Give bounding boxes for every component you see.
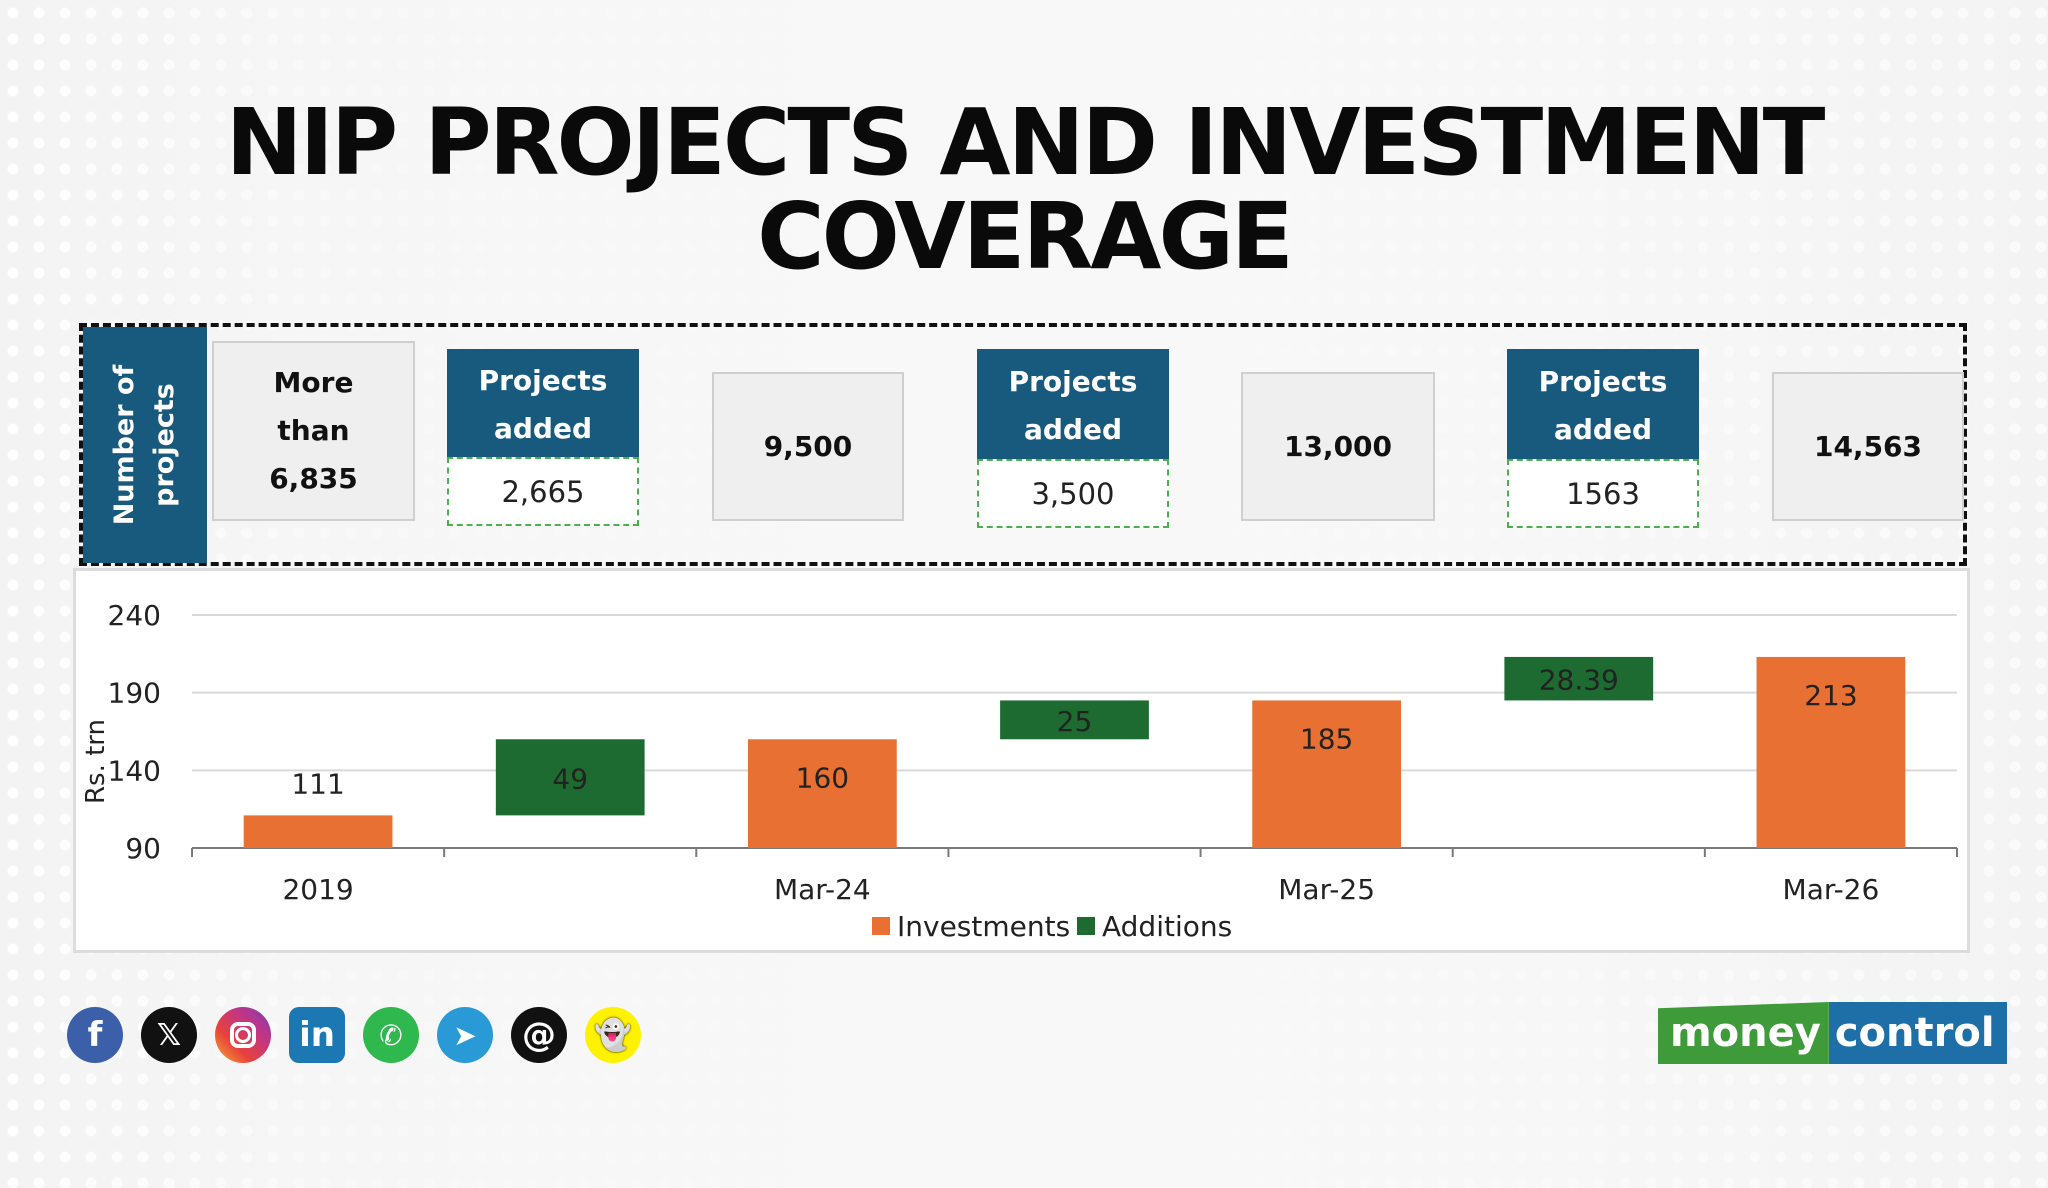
- page-title: NIP PROJECTS AND INVESTMENT COVERAGE: [0, 96, 2048, 284]
- snapchat-icon[interactable]: 👻: [585, 1007, 641, 1063]
- moneycontrol-logo: money control: [1658, 1002, 2007, 1064]
- y-tick-label: 240: [108, 599, 161, 632]
- logo-part-1: money: [1658, 1002, 1829, 1064]
- projects-row-label: Number of projects: [83, 327, 207, 563]
- projects-added-header-1: Projects added: [447, 349, 639, 457]
- projects-total-2019: More than 6,835: [212, 341, 415, 521]
- logo-part-2: control: [1828, 1002, 2007, 1064]
- total-line-3: 6,835: [269, 462, 358, 495]
- legend-label: Investments: [897, 910, 1070, 943]
- projects-added-header-2: Projects added: [977, 349, 1169, 459]
- projects-added-header-3: Projects added: [1507, 349, 1699, 459]
- linkedin-icon[interactable]: in: [289, 1007, 345, 1063]
- data-label: 185: [1300, 722, 1353, 755]
- addition-bar: [495, 739, 645, 816]
- chart-frame: [73, 568, 1970, 953]
- data-label: 28.39: [1539, 664, 1619, 697]
- projects-added-value-3: 1563: [1507, 459, 1699, 528]
- threads-icon[interactable]: @: [511, 1007, 567, 1063]
- instagram-icon[interactable]: [215, 1007, 271, 1063]
- addition-bar: [1000, 700, 1149, 740]
- x-tick-label: 2019: [282, 873, 353, 906]
- title-line-1: NIP PROJECTS AND INVESTMENT: [225, 89, 1826, 196]
- projects-total-mar25: 13,000: [1241, 372, 1435, 521]
- y-axis-label: Rs. trn: [81, 719, 111, 804]
- x-tick-label: Mar-24: [774, 873, 871, 906]
- y-tick-label: 90: [125, 832, 161, 865]
- data-label: 160: [796, 761, 849, 794]
- investment-bar: [1756, 656, 1906, 848]
- investment-bar: [747, 739, 897, 848]
- x-icon[interactable]: 𝕏: [141, 1007, 197, 1063]
- data-label: 25: [1057, 705, 1093, 738]
- whatsapp-icon[interactable]: ✆: [363, 1007, 419, 1063]
- added-header-line-2: added: [1553, 413, 1652, 446]
- legend-label: Additions: [1102, 910, 1232, 943]
- investment-bar: [243, 815, 393, 848]
- projects-panel: [79, 323, 1967, 566]
- added-header-line-2: added: [493, 412, 592, 445]
- total-line-1: More: [273, 366, 354, 399]
- added-header-line-1: Projects: [478, 364, 608, 397]
- y-tick-label: 140: [108, 754, 161, 787]
- telegram-icon[interactable]: ➤: [437, 1007, 493, 1063]
- added-header-line-1: Projects: [1538, 365, 1668, 398]
- projects-added-value-1: 2,665: [447, 457, 639, 526]
- legend-swatch: [872, 917, 890, 935]
- x-tick-label: Mar-25: [1278, 873, 1375, 906]
- projects-added-value-2: 3,500: [977, 459, 1169, 528]
- investment-bar: [1252, 700, 1402, 848]
- title-line-2: COVERAGE: [757, 183, 1294, 290]
- addition-bar: [1504, 656, 1654, 701]
- total-line-2: than: [277, 414, 350, 447]
- data-label: 49: [552, 762, 588, 795]
- legend-swatch: [1077, 917, 1095, 935]
- added-header-line-2: added: [1023, 413, 1122, 446]
- added-header-line-1: Projects: [1008, 365, 1138, 398]
- facebook-icon[interactable]: f: [67, 1007, 123, 1063]
- projects-total-mar24: 9,500: [712, 372, 904, 521]
- x-tick-label: Mar-26: [1783, 873, 1880, 906]
- data-label: 111: [291, 767, 344, 800]
- y-tick-label: 190: [108, 677, 161, 710]
- projects-total-mar26: 14,563: [1772, 372, 1964, 521]
- data-label: 213: [1804, 679, 1857, 712]
